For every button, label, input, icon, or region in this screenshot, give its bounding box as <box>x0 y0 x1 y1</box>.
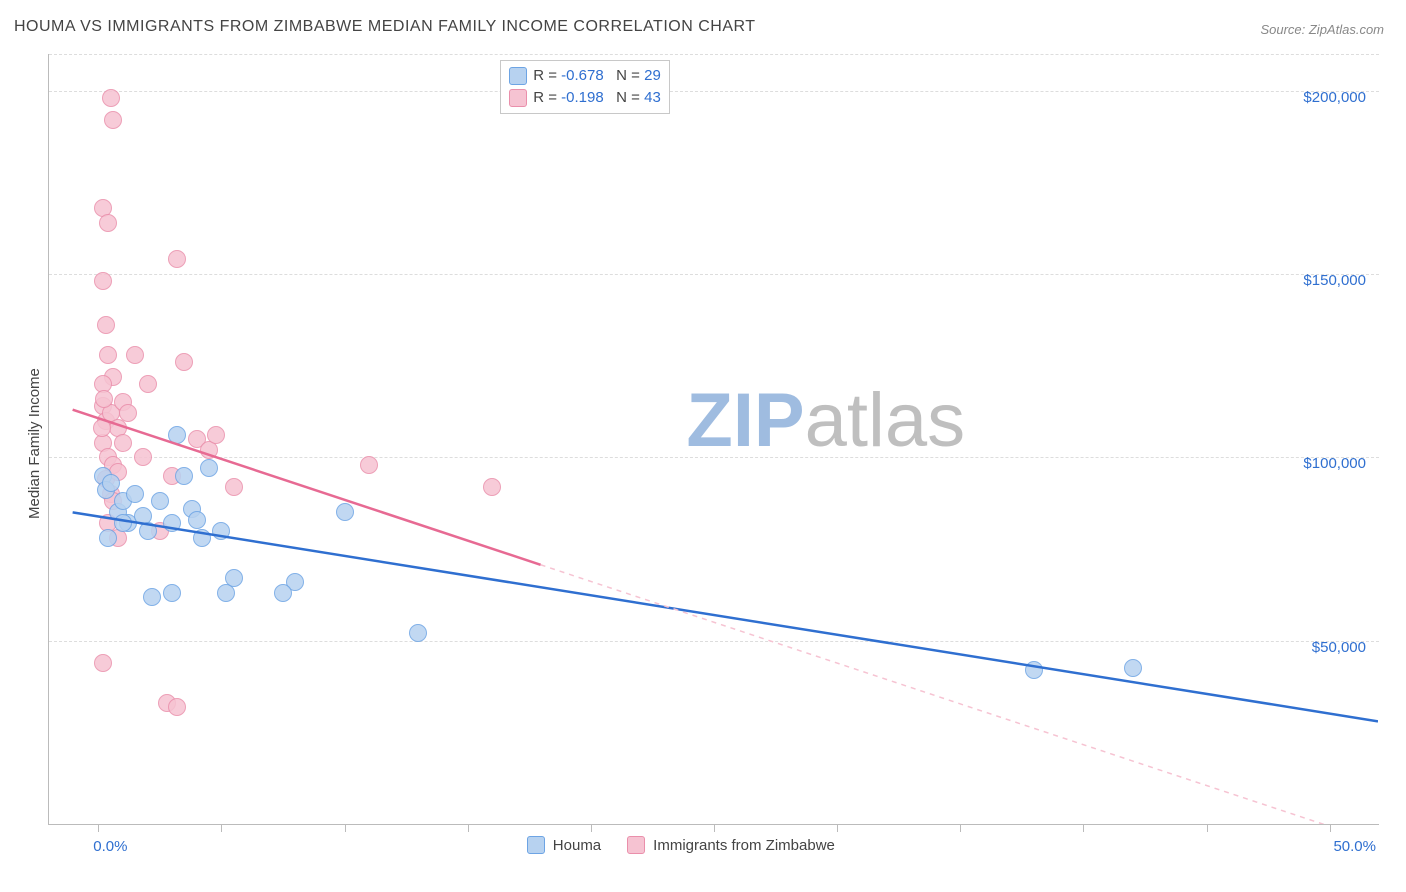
grid-line <box>49 641 1379 642</box>
data-point <box>168 698 186 716</box>
legend-row: R = -0.198 N = 43 <box>509 87 661 109</box>
legend-label: Immigrants from Zimbabwe <box>653 837 835 854</box>
data-point <box>119 404 137 422</box>
y-tick-label: $50,000 <box>1312 639 1366 656</box>
data-point <box>163 514 181 532</box>
data-point <box>95 390 113 408</box>
source-attribution: Source: ZipAtlas.com <box>1260 22 1384 37</box>
data-point <box>175 467 193 485</box>
x-tick <box>1207 824 1208 832</box>
grid-line <box>49 91 1379 92</box>
x-tick <box>345 824 346 832</box>
legend-swatch <box>509 89 527 107</box>
legend-swatch <box>509 67 527 85</box>
data-point <box>336 503 354 521</box>
plot-area <box>48 54 1379 825</box>
data-point <box>483 478 501 496</box>
x-tick <box>1083 824 1084 832</box>
data-point <box>114 434 132 452</box>
legend-stats: R = -0.198 N = 43 <box>533 87 661 109</box>
data-point <box>212 522 230 540</box>
data-point <box>99 346 117 364</box>
data-point <box>93 419 111 437</box>
x-tick <box>221 824 222 832</box>
x-tick <box>591 824 592 832</box>
grid-line <box>49 457 1379 458</box>
data-point <box>200 459 218 477</box>
grid-line <box>49 274 1379 275</box>
data-point <box>139 522 157 540</box>
legend-label: Houma <box>553 837 601 854</box>
series-legend: Houma Immigrants from Zimbabwe <box>527 836 853 854</box>
correlation-legend: R = -0.678 N = 29R = -0.198 N = 43 <box>500 60 670 114</box>
legend-stats: R = -0.678 N = 29 <box>533 65 661 87</box>
chart-title: HOUMA VS IMMIGRANTS FROM ZIMBABWE MEDIAN… <box>14 18 756 36</box>
data-point <box>139 375 157 393</box>
data-point <box>360 456 378 474</box>
data-point <box>409 624 427 642</box>
x-tick <box>1330 824 1331 832</box>
grid-line <box>49 54 1379 55</box>
data-point <box>97 316 115 334</box>
legend-row: R = -0.678 N = 29 <box>509 65 661 87</box>
data-point <box>102 474 120 492</box>
data-point <box>99 529 117 547</box>
data-point <box>151 492 169 510</box>
data-point <box>163 584 181 602</box>
legend-swatch <box>527 836 545 854</box>
x-axis-max-label: 50.0% <box>1333 838 1376 855</box>
data-point <box>168 426 186 444</box>
data-point <box>102 89 120 107</box>
data-point <box>225 478 243 496</box>
x-tick <box>714 824 715 832</box>
data-point <box>274 584 292 602</box>
data-point <box>104 111 122 129</box>
y-axis-title: Median Family Income <box>26 368 43 519</box>
x-tick <box>837 824 838 832</box>
data-point <box>126 485 144 503</box>
data-point <box>126 346 144 364</box>
data-point <box>143 588 161 606</box>
data-point <box>94 272 112 290</box>
legend-swatch <box>627 836 645 854</box>
data-point <box>114 514 132 532</box>
data-point <box>134 448 152 466</box>
data-point <box>168 250 186 268</box>
y-tick-label: $100,000 <box>1303 455 1366 472</box>
data-point <box>1124 659 1142 677</box>
data-point <box>1025 661 1043 679</box>
x-tick <box>468 824 469 832</box>
x-tick <box>960 824 961 832</box>
data-point <box>225 569 243 587</box>
y-tick-label: $200,000 <box>1303 89 1366 106</box>
data-point <box>193 529 211 547</box>
data-point <box>94 654 112 672</box>
data-point <box>175 353 193 371</box>
x-tick <box>98 824 99 832</box>
data-point <box>207 426 225 444</box>
x-axis-min-label: 0.0% <box>93 838 127 855</box>
data-point <box>188 511 206 529</box>
y-tick-label: $150,000 <box>1303 272 1366 289</box>
data-point <box>99 214 117 232</box>
